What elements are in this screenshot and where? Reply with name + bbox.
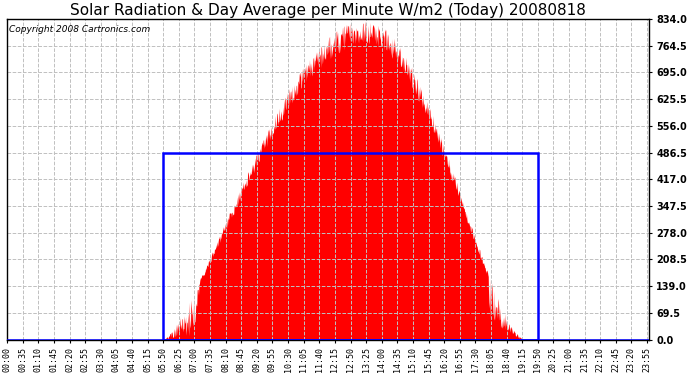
- Bar: [164, 153, 538, 340]
- Text: Copyright 2008 Cartronics.com: Copyright 2008 Cartronics.com: [8, 26, 150, 34]
- Title: Solar Radiation & Day Average per Minute W/m2 (Today) 20080818: Solar Radiation & Day Average per Minute…: [70, 3, 586, 18]
